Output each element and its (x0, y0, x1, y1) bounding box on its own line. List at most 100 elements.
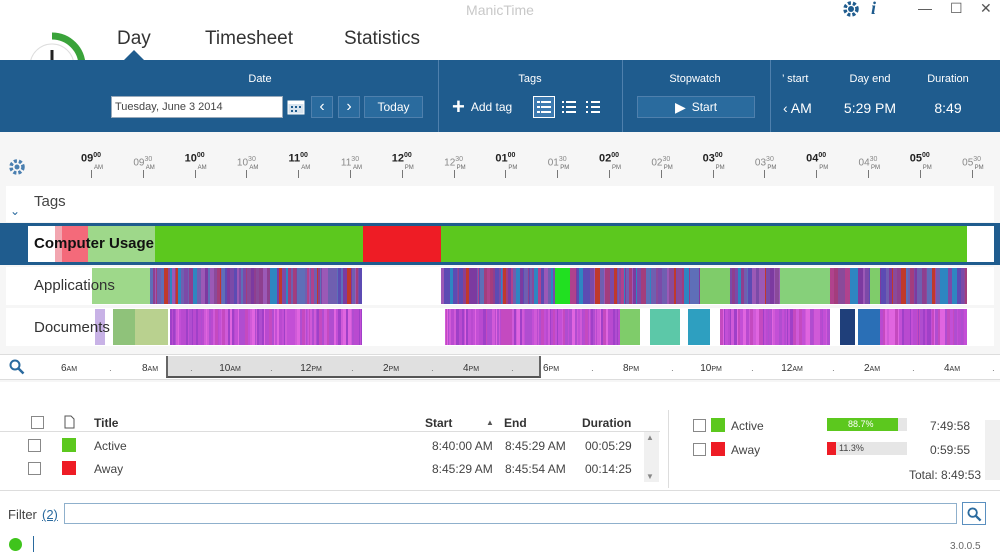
timeline-segment[interactable] (360, 309, 361, 345)
timeline-segment[interactable] (936, 268, 940, 304)
timeline-segment[interactable] (520, 268, 523, 304)
timeline-segment[interactable] (565, 309, 568, 345)
timeline-segment[interactable] (596, 309, 597, 345)
timeline-segment[interactable] (580, 309, 582, 345)
timeline-segment[interactable] (197, 268, 201, 304)
timeline-segment[interactable] (453, 268, 457, 304)
timeline-segment[interactable] (953, 309, 954, 345)
timeline-segment[interactable] (740, 309, 743, 345)
timeline-segment[interactable] (238, 309, 239, 345)
timeline-segment[interactable] (150, 268, 153, 304)
timeline-settings-icon[interactable] (8, 158, 26, 176)
timeline-segment[interactable] (457, 268, 458, 304)
timeline-segment[interactable] (692, 268, 694, 304)
timeline-segment[interactable] (338, 268, 341, 304)
timeline-segment[interactable] (500, 309, 501, 345)
table-scrollbar[interactable] (644, 432, 659, 482)
timeline-segment[interactable] (307, 309, 308, 345)
timeline-segment[interactable] (446, 309, 447, 345)
timeline-segment[interactable] (735, 309, 737, 345)
timeline-segment[interactable] (225, 268, 227, 304)
timeline-segment[interactable] (775, 268, 779, 304)
timeline-segment[interactable] (444, 268, 446, 304)
timeline-segment[interactable] (865, 268, 869, 304)
timeline-segment[interactable] (481, 309, 483, 345)
timeline-segment[interactable] (682, 268, 684, 304)
timeline-segment[interactable] (759, 309, 761, 345)
timeline-segment[interactable] (317, 268, 318, 304)
timeline-segment[interactable] (845, 268, 846, 304)
timeline-segment[interactable] (496, 309, 497, 345)
usage-segment[interactable] (441, 226, 967, 262)
timeline-segment[interactable] (756, 268, 759, 304)
timeline-segment[interactable] (234, 309, 235, 345)
timeline-segment[interactable] (176, 268, 178, 304)
timeline-segment[interactable] (175, 268, 176, 304)
timeline-segment[interactable] (520, 309, 522, 345)
timeline-segment[interactable] (173, 309, 175, 345)
timeline-segment[interactable] (598, 309, 599, 345)
timeline-segment[interactable] (517, 309, 520, 345)
timeline-segment[interactable] (248, 309, 250, 345)
timeline-segment[interactable] (737, 309, 738, 345)
timeline-segment[interactable] (451, 309, 454, 345)
timeline-segment[interactable] (784, 309, 785, 345)
timeline-segment[interactable] (859, 268, 863, 304)
timeline-segment[interactable] (892, 309, 895, 345)
timeline-segment[interactable] (172, 268, 174, 304)
timeline-segment[interactable] (351, 309, 352, 345)
timeline-segment[interactable] (508, 268, 511, 304)
timeline-segment[interactable] (886, 268, 889, 304)
timeline-segment[interactable] (881, 268, 886, 304)
timeline-segment[interactable] (230, 268, 234, 304)
timeline-segment[interactable] (957, 268, 961, 304)
timeline-segment[interactable] (466, 309, 468, 345)
timeline-segment[interactable] (250, 309, 251, 345)
timeline-segment[interactable] (636, 268, 637, 304)
timeline-segment[interactable] (501, 268, 502, 304)
timeline-segment[interactable] (172, 309, 173, 345)
timeline-segment[interactable] (306, 309, 307, 345)
timeline-segment[interactable] (332, 309, 334, 345)
usage-segment[interactable] (155, 226, 363, 262)
timeline-segment[interactable] (923, 309, 925, 345)
timeline-segment[interactable] (503, 268, 506, 304)
timeline-segment[interactable] (458, 268, 459, 304)
timeline-segment[interactable] (538, 309, 539, 345)
timeline-segment[interactable] (955, 268, 957, 304)
timeline-segment[interactable] (514, 309, 516, 345)
timeline-segment[interactable] (897, 268, 901, 304)
timeline-segment[interactable] (769, 309, 771, 345)
timeline-segment[interactable] (168, 268, 170, 304)
timeline-segment[interactable] (479, 309, 481, 345)
timeline-segment[interactable] (497, 309, 499, 345)
timeline-segment[interactable] (343, 309, 346, 345)
timeline-segment[interactable] (209, 309, 210, 345)
timeline-segment[interactable] (569, 309, 572, 345)
timeline-segment[interactable] (571, 268, 576, 304)
timeline-segment[interactable] (676, 268, 677, 304)
timeline-segment[interactable] (741, 268, 744, 304)
timeline-segment[interactable] (193, 309, 196, 345)
timeline-segment[interactable] (932, 268, 935, 304)
timeline-segment[interactable] (805, 309, 806, 345)
timeline-segment[interactable] (761, 268, 765, 304)
timeline-segment[interactable] (245, 309, 248, 345)
timeline-segment[interactable] (600, 309, 601, 345)
timeline-segment[interactable] (889, 268, 892, 304)
timeline-segment[interactable] (938, 309, 940, 345)
timeline-segment[interactable] (495, 268, 499, 304)
timeline-segment[interactable] (539, 309, 541, 345)
timeline-segment[interactable] (614, 268, 617, 304)
timeline-segment[interactable] (908, 268, 910, 304)
filter-input[interactable] (64, 503, 957, 524)
timeline-segment[interactable] (838, 268, 842, 304)
timeline-segment[interactable] (193, 268, 197, 304)
settings-icon[interactable] (842, 0, 860, 18)
timeline-segment[interactable] (314, 309, 316, 345)
timeline-segment[interactable] (495, 309, 496, 345)
timeline-segment[interactable] (810, 309, 813, 345)
view-list-large-icon[interactable] (533, 96, 555, 118)
timeline-segment[interactable] (186, 309, 188, 345)
timeline-segment[interactable] (911, 309, 913, 345)
